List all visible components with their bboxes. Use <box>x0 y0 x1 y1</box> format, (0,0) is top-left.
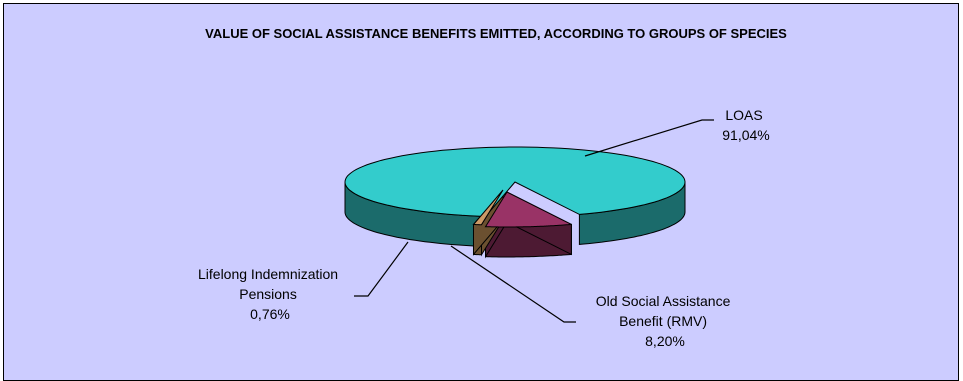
leader-lines <box>354 119 714 323</box>
chart-title: VALUE OF SOCIAL ASSISTANCE BENEFITS EMIT… <box>205 26 787 41</box>
slice-label-line: 0,76% <box>250 306 290 322</box>
pie-slice-loas <box>344 146 686 218</box>
slice-label-rmv: Old Social Assistance Benefit (RMV) 8,20… <box>596 293 735 349</box>
slice-label-line: 8,20% <box>645 333 685 349</box>
slice-label-line: Benefit (RMV) <box>619 313 707 329</box>
leader-line-lifelong <box>354 241 409 297</box>
pie-tops <box>344 146 686 228</box>
slice-label-line: 91,04% <box>722 127 769 143</box>
slice-label-line: LOAS <box>725 107 762 123</box>
slice-label-line: Lifelong Indemnization <box>198 266 338 282</box>
pie-slice-lifelong <box>472 189 504 226</box>
leader-line-rmv <box>450 245 576 323</box>
slice-label-line: Old Social Assistance <box>596 293 731 309</box>
pie-slice-rmv <box>484 191 572 228</box>
slice-label-line: Pensions <box>239 286 297 302</box>
leader-line-loas <box>584 119 714 157</box>
slice-label-loas: LOAS 91,04% <box>722 107 769 143</box>
slice-label-lifelong: Lifelong Indemnization Pensions 0,76% <box>198 266 342 322</box>
